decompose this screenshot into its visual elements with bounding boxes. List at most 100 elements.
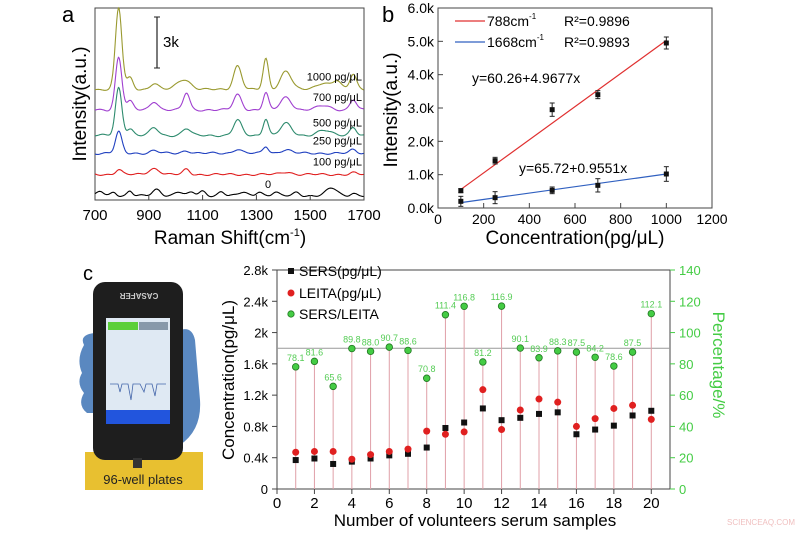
leita-point	[423, 427, 431, 435]
spectrum-line	[94, 56, 364, 112]
leita-point	[554, 398, 562, 406]
leita-point	[629, 401, 637, 409]
panel-c-frame	[276, 269, 671, 490]
leita-point	[292, 448, 300, 456]
ratio-label: 65.6	[324, 372, 342, 382]
x-tick-label: 0	[273, 495, 281, 512]
data-point	[595, 182, 601, 188]
ratio-point	[610, 362, 618, 370]
sers-point	[311, 455, 318, 462]
ratio-label: 90.1	[512, 334, 530, 344]
legend-label-leita: LEITA(pg/μL)	[299, 285, 382, 301]
ratio-point	[366, 347, 375, 356]
x-tick-label: 800	[609, 211, 633, 227]
y-tick-label: 2k	[254, 326, 268, 341]
x-tick-label: 8	[423, 495, 431, 512]
sers-point	[405, 450, 411, 457]
x-tick-label: 700	[82, 207, 107, 224]
device-screen	[106, 318, 170, 424]
spectrum-line	[94, 187, 364, 198]
data-point	[663, 171, 669, 177]
ratio-label: 81.6	[306, 347, 324, 357]
panel-b-xlabel: Concentration(pg/μL)	[486, 228, 665, 249]
x-tick-label: 200	[472, 211, 496, 227]
leita-point	[591, 415, 599, 423]
sers-point	[442, 424, 449, 431]
legend-label-ratio: SERS/LEITA	[299, 306, 380, 322]
panel-b-calibration: 0 200 400 600 800 1000 1200 0.0k 1.0k 2.0k 3.0k 4.0…	[381, 0, 728, 249]
ratio-point	[329, 382, 337, 391]
ratio-point	[441, 311, 450, 319]
y-tick-label: 1.0k	[408, 167, 435, 183]
x-tick-label: 12	[493, 495, 510, 512]
panel-label-b: b	[382, 2, 394, 27]
ratio-point	[292, 363, 300, 371]
y-tick-label: 0.8k	[243, 419, 268, 434]
fit-equation-788: y=60.26+4.9677x	[472, 70, 580, 86]
x-tick-label: 900	[136, 207, 161, 224]
ratio-label: 116.8	[453, 292, 475, 302]
y-tick-label: 3.0k	[408, 100, 435, 116]
y-tick-label: 6.0k	[408, 0, 435, 16]
screen-tab-green	[108, 322, 138, 330]
right-y-tick-label: 120	[679, 294, 701, 309]
leita-point	[479, 386, 487, 394]
legend-label-1668: 1668cm-1	[487, 33, 544, 50]
x-tick-label: 1200	[696, 211, 727, 227]
spectrum-label: 100 pg/μL	[313, 157, 362, 169]
ratio-point	[591, 353, 599, 361]
sers-point	[367, 455, 374, 462]
ratio-point	[423, 374, 431, 382]
y-tick-label: 0.4k	[243, 451, 268, 466]
x-tick-label: 2	[310, 495, 318, 512]
data-point	[458, 188, 464, 194]
x-tick-label: 1000	[651, 211, 682, 227]
ratio-point	[572, 348, 581, 356]
y-tick-label: 1.6k	[243, 357, 268, 372]
y-tick-label: 2.4k	[243, 294, 268, 309]
ratio-point	[348, 344, 356, 353]
panel-label-a: a	[62, 2, 75, 27]
leita-point	[516, 406, 524, 414]
y-tick-label: 0.0k	[408, 200, 435, 216]
x-tick-label: 1700	[347, 207, 380, 224]
ratio-label: 111.4	[435, 301, 456, 311]
x-tick-label: 400	[518, 211, 542, 227]
legend-marker-sers	[288, 268, 294, 274]
right-y-tick-label: 20	[679, 451, 693, 466]
fit-line	[460, 39, 667, 190]
leita-point	[310, 447, 318, 455]
x-tick-label: 1500	[294, 207, 327, 224]
spectrum-label: 1000 pg/μL	[307, 72, 362, 84]
panel-b-legend: 788cm-1 R²=0.9896 1668cm-1 R²=0.9893	[455, 12, 630, 50]
data-point	[492, 195, 498, 201]
photo-caption: 96-well plates	[103, 472, 183, 487]
sers-point	[423, 444, 430, 451]
ratio-point	[535, 354, 543, 362]
fit-equation-1668: y=65.72+0.9551x	[519, 160, 627, 176]
panel-c-ylabel-right: Percentage/%	[709, 312, 728, 419]
sers-point	[498, 417, 505, 424]
ratio-point	[310, 357, 319, 366]
panel-c-ylabel: Concentration(pg/μL)	[219, 300, 238, 460]
y-tick-label: 2.8k	[243, 263, 268, 278]
x-tick-label: 1100	[186, 207, 218, 224]
panel-label-c: c	[83, 263, 93, 285]
panel-a-frame	[94, 7, 365, 201]
screen-spectrum	[110, 383, 166, 401]
ratio-point	[479, 358, 487, 366]
sers-point	[648, 407, 655, 414]
ratio-label: 87.5	[568, 338, 586, 348]
legend-r2-1668: R²=0.9893	[564, 34, 630, 50]
sers-point	[479, 405, 486, 412]
ratio-point	[647, 309, 655, 318]
leita-point	[572, 422, 580, 430]
fit-line	[460, 173, 667, 204]
ratio-point	[404, 346, 412, 355]
spectrum-line	[94, 130, 364, 155]
x-tick-label: 14	[531, 495, 548, 512]
sers-point	[292, 457, 299, 464]
leita-point	[385, 447, 393, 455]
ratio-point	[497, 302, 506, 310]
data-point	[549, 107, 555, 113]
